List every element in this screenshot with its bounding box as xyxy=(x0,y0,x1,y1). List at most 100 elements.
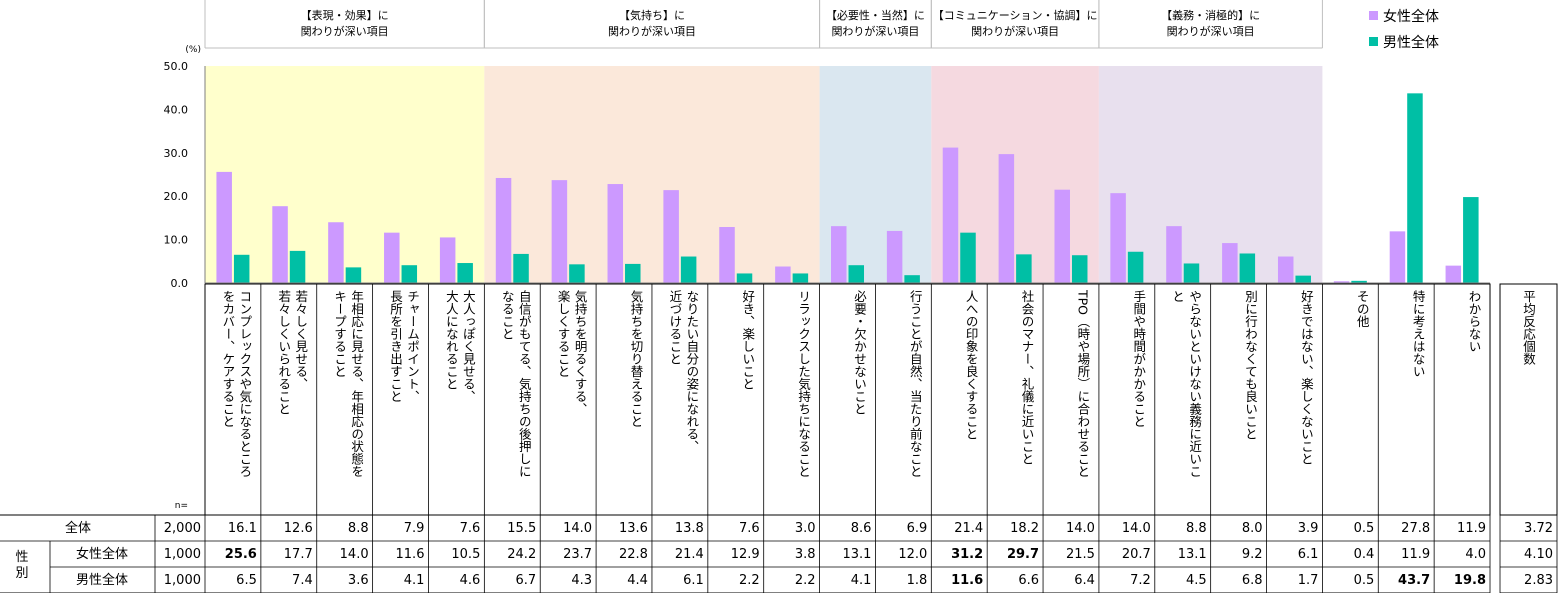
table-row-label: 全体 xyxy=(65,520,91,536)
bar-female xyxy=(384,232,400,283)
bar-male xyxy=(1463,197,1479,283)
group-headers: 【表現・効果】に関わりが深い項目【気持ち】に関わりが深い項目【必要性・当然】に関… xyxy=(204,0,1323,49)
bar-male xyxy=(513,253,529,283)
table-cell: 14.0 xyxy=(340,547,369,562)
table-cell: 3.6 xyxy=(348,573,369,588)
legend-swatch xyxy=(1369,11,1378,20)
category-label: 楽しくすること xyxy=(556,289,571,378)
bar-female xyxy=(775,266,791,283)
table-row-label: 女性全体 xyxy=(76,546,128,562)
bar-female xyxy=(942,147,959,283)
y-tick-label: 20.0 xyxy=(164,190,189,203)
category-label: わからない xyxy=(1467,290,1482,353)
category-label: やらないといけない義務に近いこ xyxy=(1187,290,1202,478)
table-cell: 6.4 xyxy=(1074,573,1095,588)
category-label: 大人っぽく見せる、 xyxy=(461,290,476,403)
data-table: 性別 全体 2,000 16.1 12.6 8.8 7.9 7.6 15.5 14.0 13.6 13… xyxy=(0,284,1558,593)
table-cell: 6.5 xyxy=(236,573,257,588)
category-label: 社会のマナー、礼儀に近いこと xyxy=(1020,289,1035,465)
bar-female xyxy=(1445,265,1462,283)
y-tick-label: 0.0 xyxy=(171,277,189,290)
bar-female xyxy=(439,237,456,283)
table-cell: 6.9 xyxy=(907,521,928,536)
y-tick-label: 50.0 xyxy=(164,60,189,73)
category-label: 年相応に見せる、年相応の状態を xyxy=(349,290,364,478)
table-cell: 4.4 xyxy=(627,573,648,588)
table-n-value: 1,000 xyxy=(164,547,201,562)
table-cell: 1.7 xyxy=(1298,573,1319,588)
table-cell: 11.9 xyxy=(1457,521,1486,536)
table-cell: 24.2 xyxy=(507,547,536,562)
bar-female xyxy=(998,154,1015,283)
bar-female xyxy=(1110,193,1126,283)
table-cell: 9.2 xyxy=(1242,547,1263,562)
group-header-label: 関わりが深い項目 xyxy=(301,24,389,38)
y-tick-label: 40.0 xyxy=(164,103,189,116)
bar-male xyxy=(457,263,473,283)
table-cell: 21.4 xyxy=(675,547,704,562)
table-cell: 7.6 xyxy=(460,521,481,536)
table-cell: 13.1 xyxy=(1178,547,1207,562)
category-label: リラックスした気持ちになること xyxy=(796,290,811,478)
table-cell: 4.1 xyxy=(851,573,872,588)
table-cell: 11.6 xyxy=(951,573,983,588)
table-cell: 4.5 xyxy=(1186,573,1207,588)
table-cell: 12.0 xyxy=(898,547,927,562)
table-cell: 13.8 xyxy=(675,521,704,536)
bar-female xyxy=(663,190,679,283)
bar-female xyxy=(551,180,568,283)
bar-male xyxy=(1295,275,1311,283)
category-label: 若々しく見せる、 xyxy=(293,289,308,390)
bar-female xyxy=(1333,281,1350,283)
table-cell: 14.0 xyxy=(1066,521,1095,536)
group-header-label: 【必要性・当然】に xyxy=(826,8,925,22)
category-label: その他 xyxy=(1355,290,1370,328)
bar-male xyxy=(1239,253,1256,283)
category-label: なること xyxy=(500,290,515,340)
group-header-label: 関わりが深い項目 xyxy=(608,24,696,38)
y-axis-unit: (%) xyxy=(185,45,201,55)
table-cell: 11.9 xyxy=(1401,547,1430,562)
bar-female xyxy=(719,227,735,283)
table-cell: 15.5 xyxy=(507,521,536,536)
table-cell: 6.1 xyxy=(683,573,704,588)
bar-male xyxy=(1183,263,1200,283)
table-cell: 8.0 xyxy=(1242,521,1263,536)
table-cell: 23.7 xyxy=(563,547,592,562)
table-cell: 7.6 xyxy=(739,521,760,536)
bar-female xyxy=(1166,226,1182,283)
group-band-4 xyxy=(1098,66,1323,283)
category-label: 人への印象を良くすること xyxy=(964,290,979,440)
table-cell: 13.6 xyxy=(619,521,648,536)
table-cell: 14.0 xyxy=(563,521,592,536)
category-label: コンプレックスや気になるところ xyxy=(237,290,252,478)
bar-female xyxy=(607,184,624,283)
bar-male xyxy=(736,273,753,283)
table-cell: 21.5 xyxy=(1066,547,1095,562)
bar-male xyxy=(289,250,306,283)
table-cell: 1.8 xyxy=(907,573,928,588)
table-cell: 4.3 xyxy=(571,573,592,588)
bar-male xyxy=(960,232,976,283)
y-tick-label: 10.0 xyxy=(164,234,189,247)
table-cell: 4.1 xyxy=(404,573,425,588)
category-label: 気持ちを切り替えること xyxy=(628,289,643,428)
table-cell: 20.7 xyxy=(1122,547,1151,562)
table-n-value: 2,000 xyxy=(164,521,201,536)
table-cell: 19.8 xyxy=(1454,573,1486,588)
bar-female xyxy=(328,222,344,283)
bars xyxy=(205,93,1491,284)
table-cell: 25.6 xyxy=(225,547,257,562)
category-label: 行うことが自然、当たり前なこと xyxy=(908,290,923,478)
bar-female xyxy=(495,177,512,283)
legend-label: 男性全体 xyxy=(1383,34,1439,51)
category-label: 若々しくいられること xyxy=(276,289,291,415)
table-cell: 10.5 xyxy=(451,547,480,562)
bar-male xyxy=(1071,255,1088,283)
bar-male xyxy=(1016,254,1032,283)
group-header-label: 【表現・効果】に xyxy=(301,8,389,22)
bar-female xyxy=(1054,189,1070,283)
table-cell: 6.1 xyxy=(1298,547,1319,562)
y-axis: (%) 0.0 10.0 20.0 30.0 40.0 50.0 xyxy=(164,45,206,290)
